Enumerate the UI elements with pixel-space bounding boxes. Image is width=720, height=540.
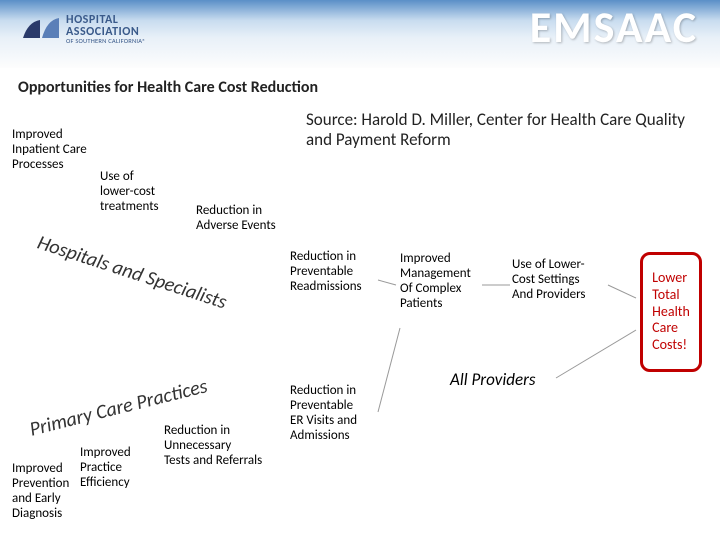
label-improved-practice: Improved Practice Efficiency xyxy=(80,446,131,491)
source-citation: Source: Harold D. Miller, Center for Hea… xyxy=(306,110,706,151)
goal-box: Lower Total Health Care Costs! xyxy=(640,252,702,372)
label-reduction-readmit: Reduction in Preventable Readmissions xyxy=(290,250,362,295)
curve-hospitals: Hospitals and Specialists xyxy=(34,231,229,315)
logo-line3: OF SOUTHERN CALIFORNIA® xyxy=(66,38,146,45)
label-reduction-unnecessary: Reduction in Unnecessary Tests and Refer… xyxy=(164,424,262,469)
label-reduction-er: Reduction in Preventable ER Visits and A… xyxy=(290,384,357,444)
emsaac-title: EMSAAC xyxy=(530,0,698,54)
logo: HOSPITAL ASSOCIATION OF SOUTHERN CALIFOR… xyxy=(22,14,146,45)
hospital-assoc-icon xyxy=(22,16,60,42)
goal-text: Lower Total Health Care Costs! xyxy=(652,270,690,354)
label-use-lower-settings: Use of Lower- Cost Settings And Provider… xyxy=(512,258,586,303)
label-all-providers: All Providers xyxy=(450,370,536,390)
label-improved-mgmt: Improved Management Of Complex Patients xyxy=(400,252,471,312)
label-improved-inpatient: Improved Inpatient Care Processes xyxy=(12,128,87,173)
page-title: Opportunities for Health Care Cost Reduc… xyxy=(18,78,318,97)
label-reduction-adverse: Reduction in Adverse Events xyxy=(196,204,276,234)
label-use-lower-cost: Use of lower-cost treatments xyxy=(100,170,159,215)
label-improved-prevention: Improved Prevention and Early Diagnosis xyxy=(12,462,69,522)
